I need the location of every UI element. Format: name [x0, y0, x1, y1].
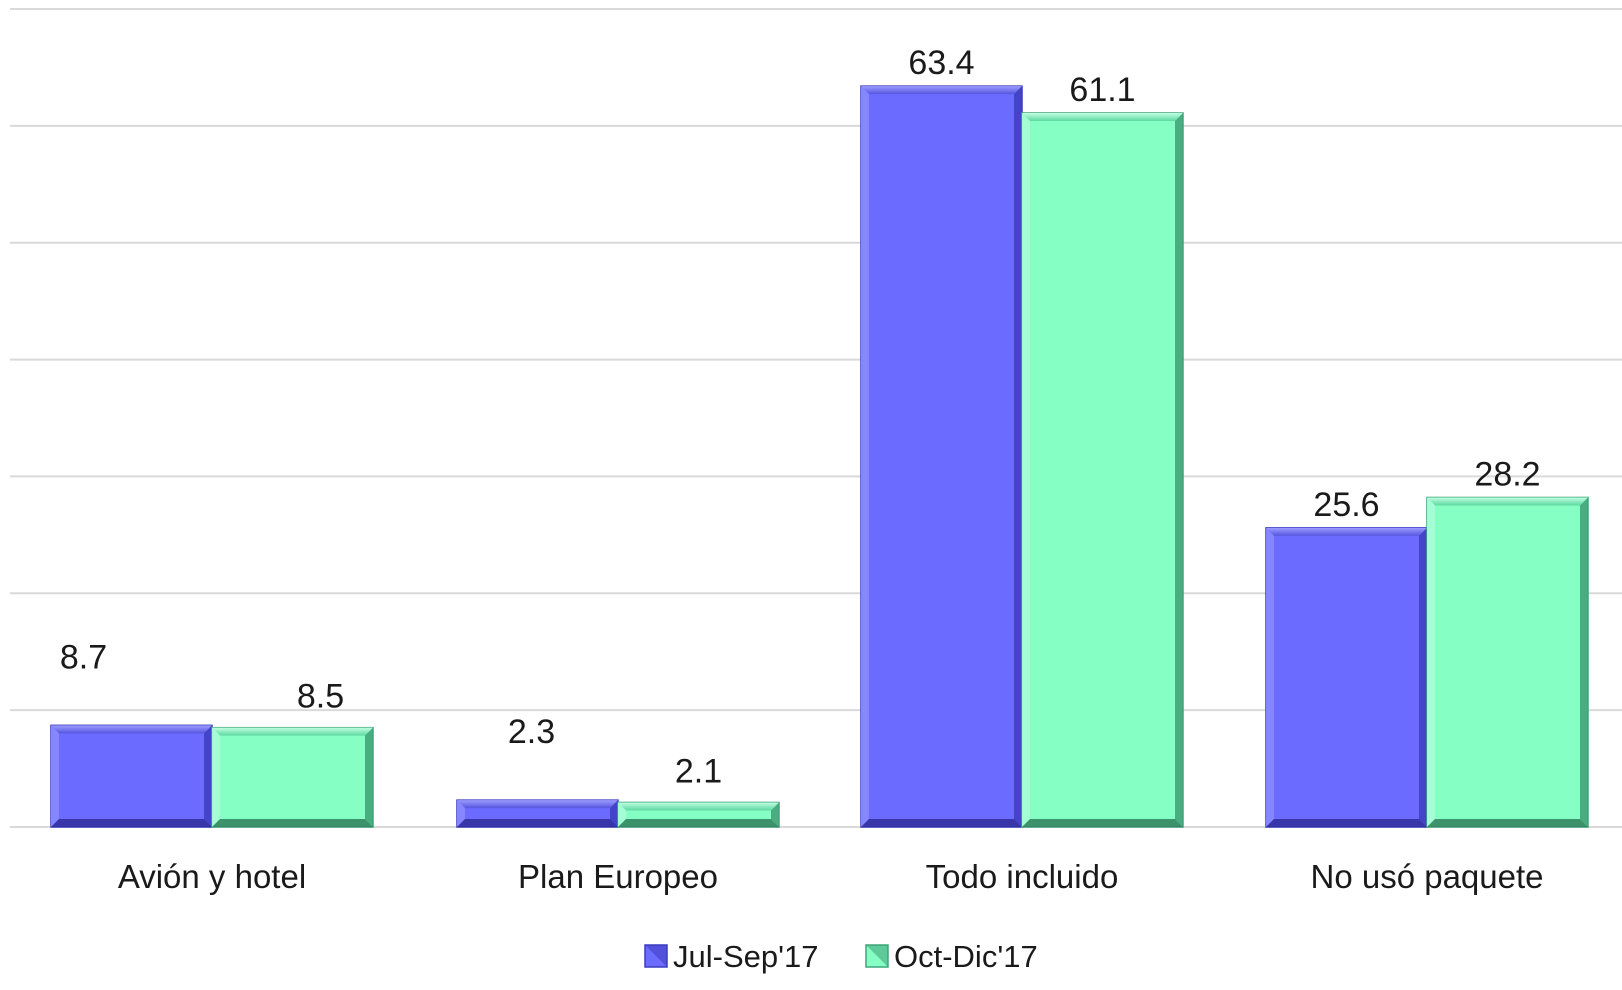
legend-label: Oct-Dic'17 — [894, 939, 1038, 974]
bar-jul-sep-1 — [456, 799, 619, 828]
bar-bevel-left — [457, 800, 465, 827]
bar-bevel-top — [618, 802, 779, 811]
legend-swatch-shade — [866, 945, 888, 967]
bar-bevel-right — [1580, 497, 1588, 827]
bar-bevel-bottom — [1266, 819, 1427, 827]
legend-item-jul-sep: Jul-Sep'17 — [644, 939, 819, 974]
legend-swatch-shade — [645, 945, 667, 967]
bar-bevel-right — [1175, 113, 1183, 827]
bar-bevel-left — [1022, 113, 1030, 827]
bar-jul-sep-3 — [1265, 527, 1428, 828]
bar-jul-sep-2 — [860, 85, 1023, 828]
data-label: 28.2 — [1474, 455, 1540, 493]
category-label: No usó paquete — [1310, 858, 1543, 895]
data-label: 63.4 — [908, 44, 974, 82]
bar-bevel-right — [204, 725, 212, 827]
bar-bevel-bottom — [1022, 819, 1183, 827]
bar-body — [1021, 112, 1184, 828]
gridlines — [10, 8, 1622, 828]
bar-bevel-top — [212, 727, 373, 736]
bar-body — [1265, 527, 1428, 828]
bar-oct-dic-0 — [211, 726, 374, 828]
data-label: 25.6 — [1313, 486, 1379, 524]
data-label: 2.1 — [675, 752, 722, 790]
bar-bevel-left — [1427, 497, 1435, 827]
category-axis-labels: Avión y hotel Plan Europeo Todo incluido No… — [118, 858, 1544, 895]
bar-bevel-bottom — [861, 819, 1022, 827]
bar-bevel-top — [1427, 497, 1588, 506]
bar-bevel-top — [51, 725, 212, 734]
bar-bevel-left — [212, 727, 220, 827]
bar-bevel-top — [1266, 527, 1427, 536]
data-label: 8.5 — [297, 678, 344, 716]
bar-body — [50, 724, 213, 828]
bars — [50, 85, 1589, 828]
bar-bevel-bottom — [212, 819, 373, 827]
category-label: Avión y hotel — [118, 858, 306, 895]
bar-jul-sep-0 — [50, 724, 213, 828]
legend-item-oct-dic: Oct-Dic'17 — [865, 939, 1038, 974]
data-labels: 8.7 8.5 2.3 2.1 63.4 61.1 25.6 28.2 — [60, 44, 1541, 790]
legend: Jul-Sep'17 Oct-Dic'17 — [644, 939, 1038, 974]
bar-bevel-bottom — [457, 819, 618, 827]
bar-bevel-left — [618, 802, 626, 827]
bar-oct-dic-1 — [617, 801, 780, 828]
bar-oct-dic-3 — [1426, 496, 1589, 828]
bar-bevel-bottom — [51, 819, 212, 827]
bar-bevel-bottom — [618, 819, 779, 827]
bar-bevel-bottom — [1427, 819, 1588, 827]
bar-body — [1426, 496, 1589, 828]
data-label: 8.7 — [60, 638, 107, 676]
bar-bevel-left — [861, 86, 869, 827]
bar-bevel-right — [365, 727, 373, 827]
bar-bevel-right — [610, 800, 618, 827]
data-label: 2.3 — [508, 713, 555, 751]
data-label: 61.1 — [1069, 71, 1135, 109]
bar-bevel-right — [1014, 86, 1022, 827]
bar-bevel-top — [1022, 113, 1183, 122]
bar-bevel-left — [1266, 527, 1274, 827]
bar-bevel-right — [1419, 527, 1427, 827]
category-label: Plan Europeo — [518, 858, 718, 895]
bar-bevel-top — [457, 800, 618, 809]
bar-body — [860, 85, 1023, 828]
bar-oct-dic-2 — [1021, 112, 1184, 828]
category-label: Todo incluido — [926, 858, 1119, 895]
bar-body — [211, 726, 374, 828]
bar-bevel-right — [771, 802, 779, 827]
bar-bevel-top — [861, 86, 1022, 95]
legend-label: Jul-Sep'17 — [673, 939, 819, 974]
bar-bevel-left — [51, 725, 59, 827]
